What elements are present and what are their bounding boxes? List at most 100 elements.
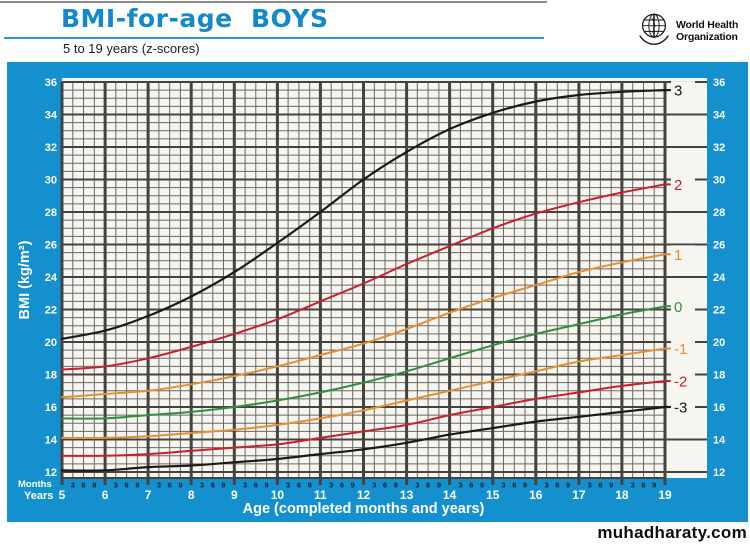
ytick-right: 18 xyxy=(713,370,725,382)
month-sublabel: 3 xyxy=(372,481,376,490)
ytick-right: 22 xyxy=(713,305,725,317)
month-sublabel: 6 xyxy=(254,481,258,490)
month-sublabel: 6 xyxy=(168,481,172,490)
x-axis-year-labels: 5 6 7 8 9 10 11 12 13 14 15 16 17 18 19 xyxy=(59,488,672,502)
z-label-3: 3 xyxy=(674,83,682,100)
z-label--1: -1 xyxy=(674,341,687,358)
month-sublabel: 9 xyxy=(92,481,96,490)
month-sublabel: 3 xyxy=(200,481,204,490)
ytick-right: 36 xyxy=(713,77,725,89)
year-label: 16 xyxy=(529,488,543,502)
month-sublabel: 9 xyxy=(135,481,139,490)
month-sublabel: 9 xyxy=(221,481,225,490)
watermark: muhadharaty.com xyxy=(597,523,747,542)
ytick-left: 28 xyxy=(45,207,57,219)
month-sublabel: 3 xyxy=(501,481,505,490)
year-label: 11 xyxy=(314,488,327,502)
y-axis-labels-right: 12 14 16 18 20 22 24 26 28 30 32 34 36 xyxy=(713,77,726,479)
month-sublabel: 9 xyxy=(308,481,312,490)
year-label: 18 xyxy=(615,488,629,502)
who-logo: World Health Organization xyxy=(635,10,738,53)
month-sublabel: 3 xyxy=(588,481,592,490)
who-emblem-icon xyxy=(635,10,673,53)
month-sublabel: 9 xyxy=(394,481,398,490)
top-divider-line xyxy=(0,1,547,3)
z-label-2: 2 xyxy=(674,177,682,194)
curve-sd1 xyxy=(61,253,671,399)
year-label: 15 xyxy=(486,488,500,502)
ytick-left: 26 xyxy=(45,240,57,252)
month-sublabel: 6 xyxy=(469,481,473,490)
ytick-right: 24 xyxy=(713,272,726,284)
title-underline xyxy=(4,37,544,39)
year-label: 12 xyxy=(357,488,371,502)
year-label: 14 xyxy=(443,488,457,502)
ytick-right: 20 xyxy=(713,337,725,349)
years-row-label: Years xyxy=(24,490,53,502)
ytick-left: 34 xyxy=(45,110,58,122)
month-sublabel: 9 xyxy=(178,481,182,490)
month-sublabel: 6 xyxy=(641,481,645,490)
year-label: 7 xyxy=(145,488,152,502)
month-sublabel: 3 xyxy=(114,481,118,490)
month-sublabel: 3 xyxy=(243,481,247,490)
ytick-right: 30 xyxy=(713,175,725,187)
year-label: 19 xyxy=(658,488,672,502)
year-label: 10 xyxy=(271,488,285,502)
month-sublabel: 9 xyxy=(609,481,613,490)
month-sublabel: 9 xyxy=(351,481,355,490)
y-axis-title: BMI (kg/m²) xyxy=(17,240,33,319)
ytick-left: 36 xyxy=(45,77,57,89)
z-score-curves xyxy=(60,89,672,472)
month-sublabel: 9 xyxy=(480,481,484,490)
z-score-labels: 3 2 1 0 -1 -2 -3 xyxy=(671,81,695,417)
curve-sd2 xyxy=(61,183,671,371)
curve-sd-1 xyxy=(61,347,671,440)
month-sublabel: 3 xyxy=(329,481,333,490)
month-sublabel: 6 xyxy=(383,481,387,490)
y-axis-labels-left: 12 14 16 18 20 22 24 26 28 30 32 34 36 xyxy=(45,77,58,479)
month-sublabel: 6 xyxy=(211,481,215,490)
ytick-right: 14 xyxy=(713,435,726,447)
ytick-right: 28 xyxy=(713,207,725,219)
ytick-right: 16 xyxy=(713,402,725,414)
month-sublabel: 3 xyxy=(631,481,635,490)
growth-chart-svg: 3210-1-2-3121416182022242628303234361214… xyxy=(17,77,726,517)
month-sublabel: 6 xyxy=(512,481,516,490)
month-sublabel: 6 xyxy=(297,481,301,490)
month-sublabel: 3 xyxy=(545,481,549,490)
ytick-right: 12 xyxy=(713,467,725,479)
curve-sd0 xyxy=(61,305,671,420)
ytick-left: 20 xyxy=(45,337,57,349)
ytick-left: 16 xyxy=(45,402,57,414)
ytick-left: 24 xyxy=(45,272,58,284)
z-label-1: 1 xyxy=(674,247,682,264)
ytick-left: 22 xyxy=(45,305,57,317)
month-sublabel: 3 xyxy=(415,481,419,490)
who-logo-line1: World Health xyxy=(676,19,739,31)
page-title: BMI-for-age BOYS xyxy=(61,4,329,33)
ytick-left: 30 xyxy=(45,175,57,187)
month-sublabel: 9 xyxy=(652,481,656,490)
month-sublabel: 9 xyxy=(265,481,269,490)
month-sublabel: 3 xyxy=(157,481,161,490)
month-sublabel: 6 xyxy=(598,481,602,490)
month-sublabel: 3 xyxy=(458,481,462,490)
year-label: 6 xyxy=(102,488,109,502)
month-sublabel: 9 xyxy=(437,481,441,490)
year-label: 5 xyxy=(59,488,66,502)
year-label: 17 xyxy=(572,488,586,502)
month-sublabel: 6 xyxy=(125,481,129,490)
who-logo-line2: Organization xyxy=(676,30,738,43)
month-sublabel: 6 xyxy=(555,481,559,490)
month-sublabel: 3 xyxy=(71,481,75,490)
ytick-right: 26 xyxy=(713,240,725,252)
month-sublabel: 3 xyxy=(286,481,290,490)
year-label: 13 xyxy=(400,488,414,502)
month-sublabel: 9 xyxy=(523,481,527,490)
ytick-right: 32 xyxy=(713,142,725,154)
who-logo-text: World Health Organization xyxy=(676,19,739,43)
months-row-label: Months xyxy=(18,479,52,490)
